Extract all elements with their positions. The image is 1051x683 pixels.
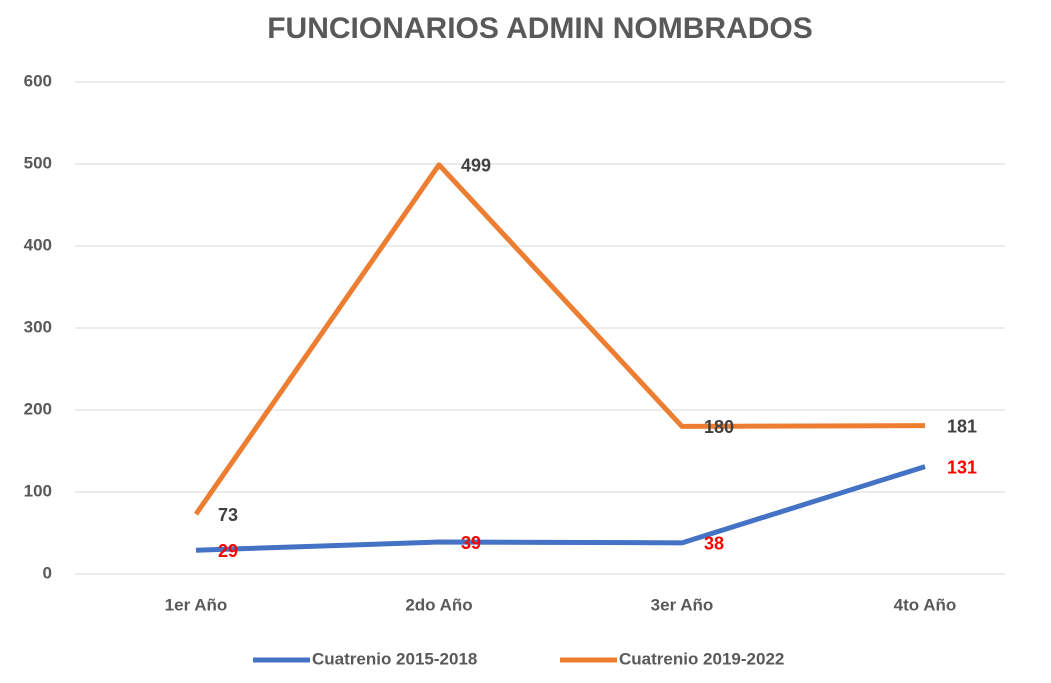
data-label: 38 bbox=[704, 534, 724, 554]
y-tick-label: 400 bbox=[24, 235, 52, 254]
x-tick-label: 2do Año bbox=[405, 595, 472, 614]
legend-label: Cuatrenio 2019-2022 bbox=[619, 649, 784, 668]
x-tick-label: 1er Año bbox=[165, 595, 228, 614]
data-label: 131 bbox=[947, 457, 977, 477]
data-label: 181 bbox=[947, 416, 977, 436]
x-tick-label: 3er Año bbox=[651, 595, 714, 614]
legend-label: Cuatrenio 2015-2018 bbox=[312, 649, 477, 668]
x-tick-label: 4to Año bbox=[894, 595, 957, 614]
y-tick-label: 500 bbox=[24, 153, 52, 172]
data-label: 73 bbox=[218, 505, 238, 525]
series-line bbox=[195, 464, 926, 553]
data-label: 499 bbox=[461, 156, 491, 176]
y-tick-label: 100 bbox=[24, 481, 52, 500]
data-label: 39 bbox=[461, 533, 481, 553]
y-tick-label: 600 bbox=[24, 71, 52, 90]
y-tick-label: 200 bbox=[24, 399, 52, 418]
chart-title: FUNCIONARIOS ADMIN NOMBRADOS bbox=[267, 12, 813, 45]
series-line bbox=[193, 162, 926, 516]
y-tick-label: 0 bbox=[43, 563, 52, 582]
data-label: 180 bbox=[704, 417, 734, 437]
y-tick-label: 300 bbox=[24, 317, 52, 336]
data-label: 29 bbox=[218, 541, 238, 561]
